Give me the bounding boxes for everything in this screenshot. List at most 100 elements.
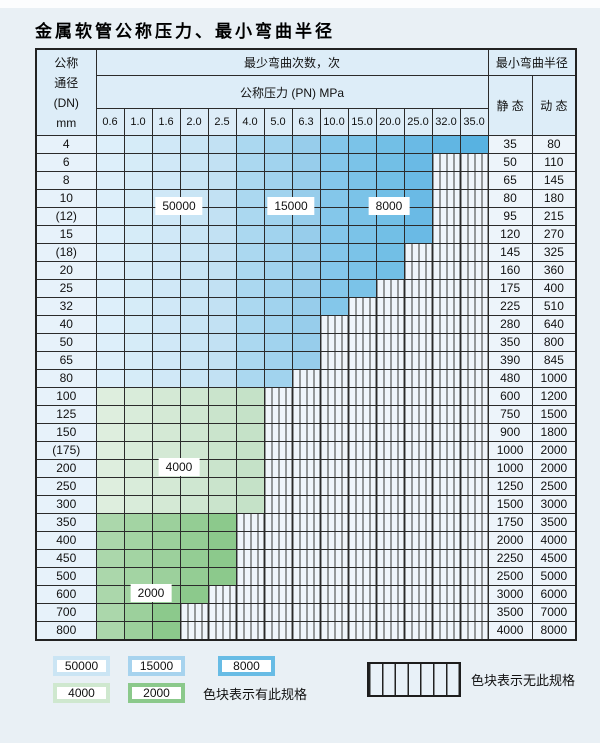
spec-cell (235, 297, 265, 316)
spec-cell (123, 549, 153, 568)
no-spec-cell (375, 495, 405, 514)
spec-cell (207, 207, 237, 226)
table-row-dn-20: 20 160 360 (35, 261, 577, 280)
no-spec-cell (431, 585, 461, 604)
no-spec-cell (403, 549, 433, 568)
dn-cell: 350 (35, 513, 97, 532)
no-spec-cell (459, 189, 489, 208)
dn-cell: 80 (35, 369, 97, 388)
spec-cell (123, 459, 153, 478)
no-spec-cell (235, 585, 265, 604)
spec-cell (179, 423, 209, 442)
static-radius-cell: 2500 (487, 567, 533, 586)
pressure-col-header-15.0: 15.0 (347, 108, 377, 136)
dynamic-radius-cell: 325 (531, 243, 577, 262)
no-spec-cell (403, 279, 433, 298)
spec-cell (235, 261, 265, 280)
no-spec-cell (347, 405, 377, 424)
dynamic-radius-cell: 510 (531, 297, 577, 316)
no-spec-cell (431, 513, 461, 532)
dynamic-radius-cell: 800 (531, 333, 577, 352)
no-spec-cell (375, 441, 405, 460)
spec-cell (375, 225, 405, 244)
no-spec-cell (291, 567, 321, 586)
spec-cell (95, 261, 125, 280)
bend-cycles-label-4000: 4000 (158, 458, 200, 476)
no-spec-cell (403, 585, 433, 604)
dynamic-radius-cell: 2500 (531, 477, 577, 496)
no-spec-cell (291, 441, 321, 460)
static-radius-cell: 50 (487, 153, 533, 172)
spec-cell (291, 225, 321, 244)
dynamic-radius-cell: 1800 (531, 423, 577, 442)
spec-cell (123, 189, 153, 208)
static-radius-cell: 1750 (487, 513, 533, 532)
dynamic-radius-cell: 1200 (531, 387, 577, 406)
legend-swatch-8000: 8000 (218, 656, 275, 676)
spec-cell (95, 171, 125, 190)
no-spec-cell (291, 459, 321, 478)
spec-cell (207, 351, 237, 370)
spec-cell (235, 171, 265, 190)
no-spec-cell (431, 477, 461, 496)
spec-cell (347, 279, 377, 298)
spec-cell (179, 279, 209, 298)
no-spec-cell (319, 603, 349, 622)
spec-cell (123, 423, 153, 442)
no-spec-cell (235, 567, 265, 586)
no-spec-cell (431, 351, 461, 370)
spec-cell (347, 261, 377, 280)
no-spec-cell (179, 621, 209, 641)
no-spec-cell (431, 189, 461, 208)
spec-table-wrap: 公称 通径 (DN) mm 最少弯曲次数，次 最小弯曲半径 公称压力 (PN) … (35, 48, 578, 641)
spec-cell (207, 441, 237, 460)
no-spec-cell (347, 477, 377, 496)
spec-cell (263, 261, 293, 280)
spec-cell (123, 369, 153, 388)
spec-cell (95, 549, 125, 568)
static-radius-cell: 160 (487, 261, 533, 280)
no-spec-cell (291, 549, 321, 568)
legend-no-spec: 色块表示无此规格 (366, 662, 575, 697)
no-spec-cell (347, 549, 377, 568)
spec-cell (179, 477, 209, 496)
no-spec-cell (459, 405, 489, 424)
static-radius-cell: 145 (487, 243, 533, 262)
dynamic-radius-cell: 270 (531, 225, 577, 244)
table-row-dn-700: 700 3500 7000 (35, 603, 577, 622)
dn-cell: 40 (35, 315, 97, 334)
no-spec-cell (263, 585, 293, 604)
spec-cell (235, 315, 265, 334)
spec-cell (95, 405, 125, 424)
legend-swatch-label: 8000 (222, 660, 271, 672)
spec-cell (95, 387, 125, 406)
spec-cell (263, 297, 293, 316)
no-spec-cell (459, 243, 489, 262)
spec-cell (319, 135, 349, 154)
dn-cell: 4 (35, 135, 97, 154)
no-spec-cell (459, 585, 489, 604)
no-spec-cell (375, 459, 405, 478)
spec-cell (95, 513, 125, 532)
no-spec-cell (319, 423, 349, 442)
no-spec-cell (431, 603, 461, 622)
spec-cell (235, 477, 265, 496)
spec-cell (207, 567, 237, 586)
no-spec-cell (291, 603, 321, 622)
spec-cell (207, 423, 237, 442)
no-spec-cell (431, 423, 461, 442)
no-spec-cell (459, 297, 489, 316)
spec-cell (375, 153, 405, 172)
static-radius-cell: 4000 (487, 621, 533, 641)
pressure-col-header-2.0: 2.0 (179, 108, 209, 136)
legend: 50000 15000 8000 4000 2000 色块表示有此规格 色块表示无此规格 (53, 656, 575, 703)
table-row-dn-80: 80 480 1000 (35, 369, 577, 388)
table-row-dn-50: 50 350 800 (35, 333, 577, 352)
no-spec-cell (403, 315, 433, 334)
spec-cell (207, 297, 237, 316)
no-spec-cell (263, 495, 293, 514)
spec-cell (123, 171, 153, 190)
no-spec-cell (375, 477, 405, 496)
spec-cell (235, 387, 265, 406)
no-spec-cell (459, 477, 489, 496)
